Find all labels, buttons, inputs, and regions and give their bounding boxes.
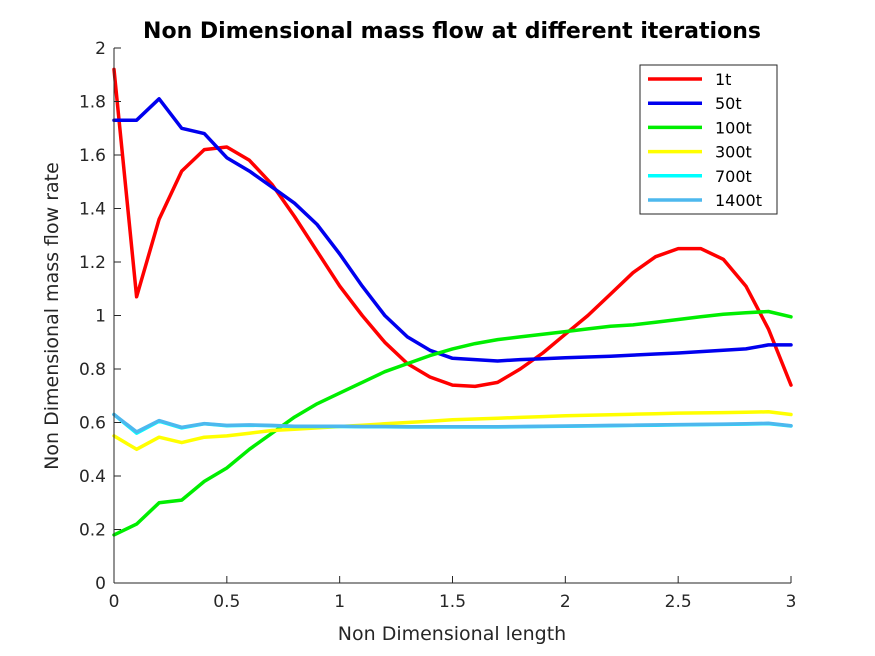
y-tick-label: 0.6 bbox=[79, 414, 106, 434]
series-line-300t bbox=[112, 410, 793, 452]
y-tick-label: 0.4 bbox=[79, 467, 106, 487]
y-axis-label: Non Dimensional mass flow rate bbox=[41, 162, 63, 470]
ticks-layer: 0 0.5 1 1.5 2 2.5 3 0 0.2 0.4 0.6 0.8 1 1.2 1.4 1.6 1.8 2 bbox=[79, 39, 796, 612]
series-line-1t bbox=[112, 67, 793, 389]
y-tick-label: 1.8 bbox=[79, 93, 106, 113]
y-tick-label: 0 bbox=[95, 574, 106, 594]
y-tick-label: 1.2 bbox=[79, 253, 106, 273]
y-tick-label: 1.6 bbox=[79, 146, 106, 166]
x-tick-label: 1.5 bbox=[439, 592, 466, 612]
x-axis-label: Non Dimensional length bbox=[338, 623, 566, 645]
x-tick-label: 0 bbox=[109, 592, 120, 612]
legend: 1t 50t 100t 300t 700t 1400t bbox=[639, 64, 778, 215]
legend-box bbox=[639, 64, 778, 215]
series-layer bbox=[112, 67, 793, 537]
legend-label-100t: 100t bbox=[715, 118, 752, 137]
x-tick-label: 1 bbox=[334, 592, 345, 612]
chart-title: Non Dimensional mass flow at different i… bbox=[143, 19, 761, 44]
legend-label-300t: 300t bbox=[715, 143, 752, 162]
legend-label-50t: 50t bbox=[715, 94, 742, 113]
x-tick-label: 0.5 bbox=[213, 592, 240, 612]
legend-label-1t: 1t bbox=[715, 70, 731, 89]
series-line-50t bbox=[112, 97, 793, 363]
legend-label-700t: 700t bbox=[715, 167, 752, 186]
y-tick-label: 0.8 bbox=[79, 360, 106, 380]
y-tick-label: 1.4 bbox=[79, 200, 106, 220]
x-tick-label: 2 bbox=[560, 592, 571, 612]
series-line-100t bbox=[112, 309, 793, 537]
y-tick-label: 2 bbox=[95, 39, 106, 59]
y-tick-label: 1 bbox=[95, 307, 106, 327]
x-tick-label: 3 bbox=[786, 592, 797, 612]
x-tick-label: 2.5 bbox=[665, 592, 692, 612]
legend-label-1400t: 1400t bbox=[715, 191, 762, 210]
series-line-1400t bbox=[112, 412, 793, 434]
y-tick-label: 0.2 bbox=[79, 521, 106, 541]
